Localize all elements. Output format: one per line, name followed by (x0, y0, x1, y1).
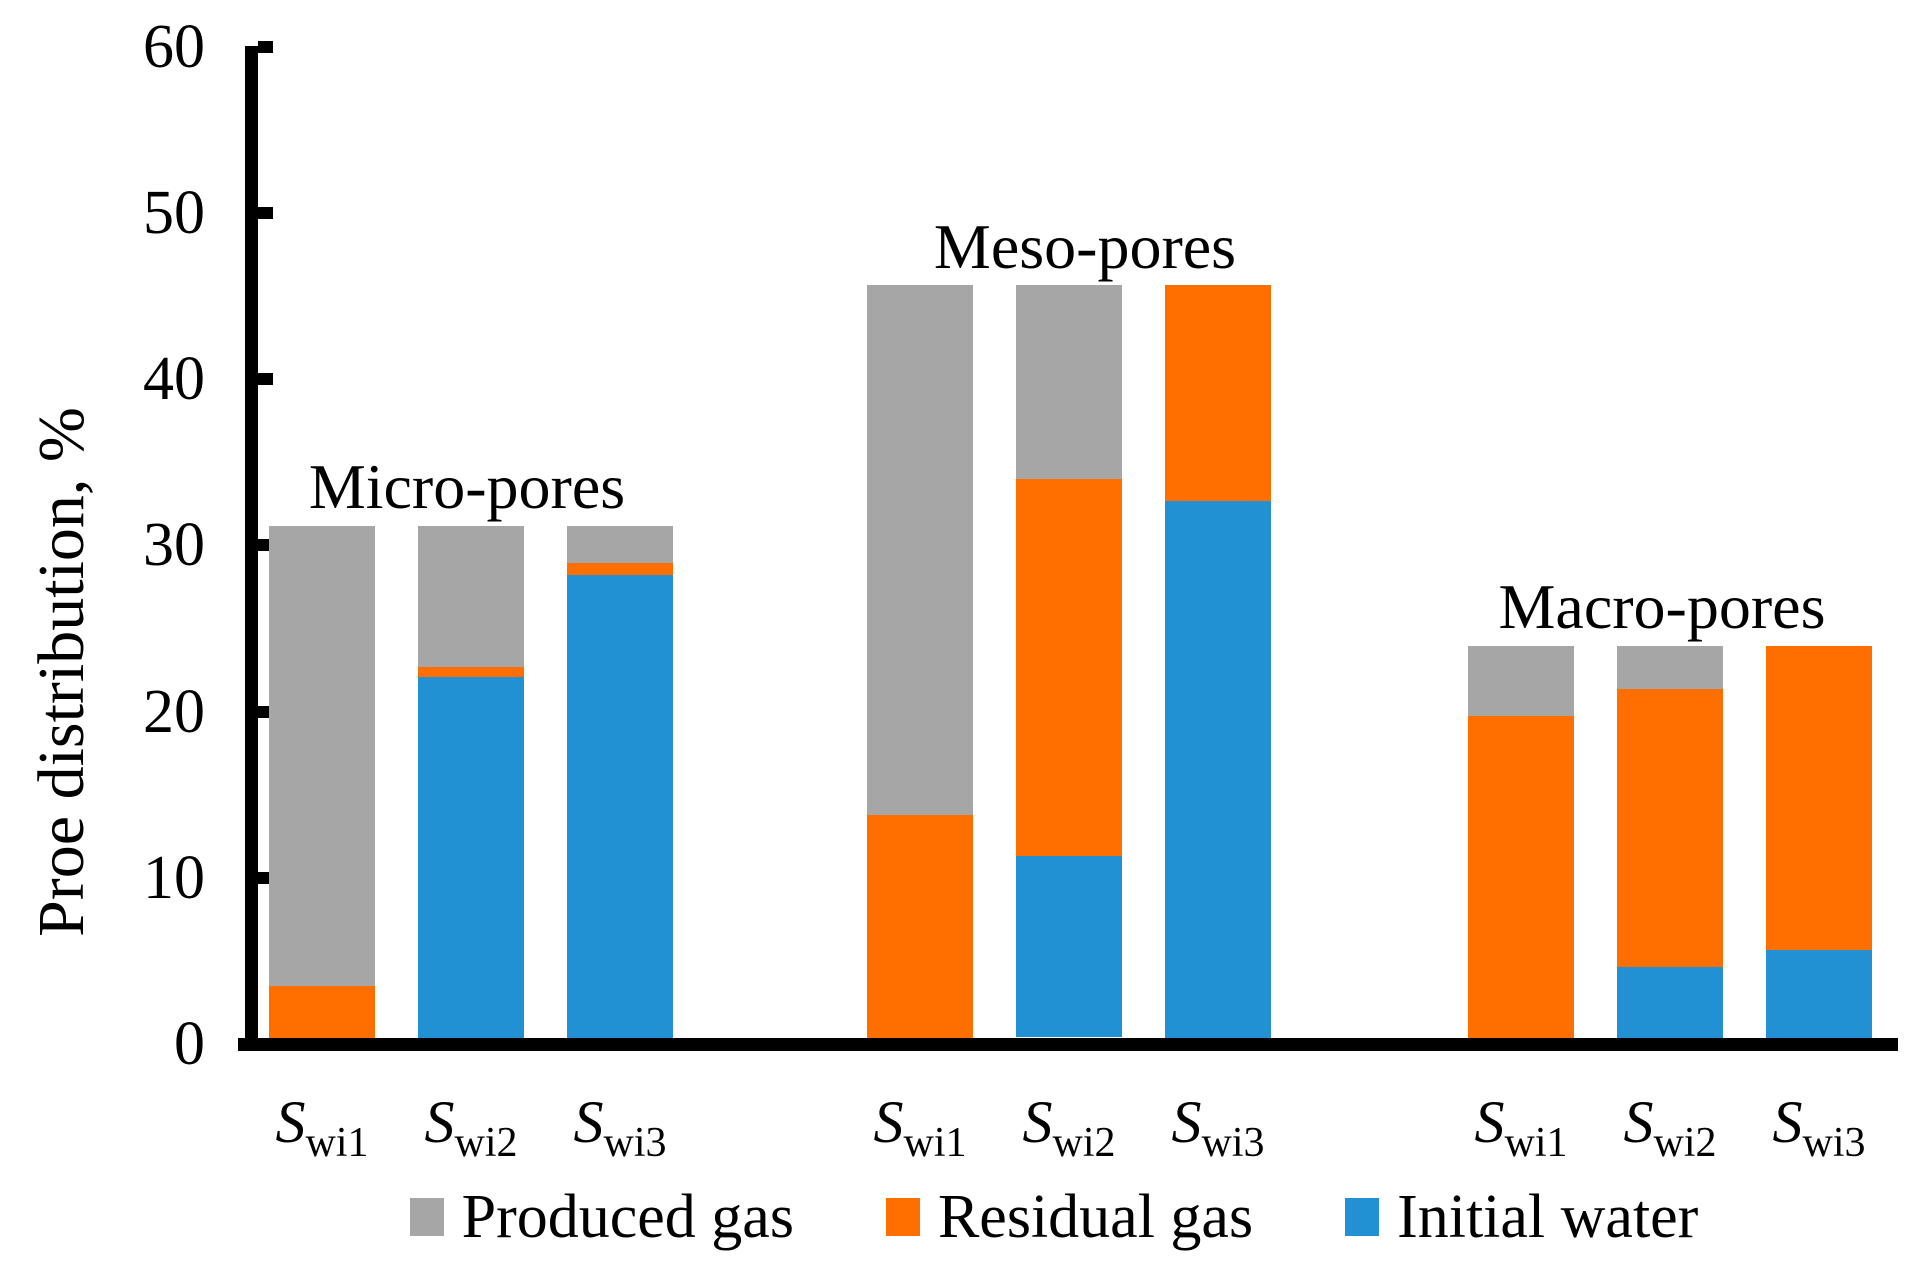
bar-segment-residual-gas (1165, 285, 1271, 501)
y-tick-label: 20 (143, 677, 205, 746)
bar-segment-produced-gas (269, 526, 375, 986)
x-tick-label-subscript: wi2 (1653, 1120, 1717, 1166)
x-tick-label: Swi3 (573, 1088, 667, 1166)
x-tick-label: Swi1 (1474, 1088, 1568, 1166)
bar-segment-residual-gas (269, 986, 375, 1038)
x-tick-label-base: S (424, 1089, 455, 1155)
stacked-bar (1468, 646, 1574, 1038)
bar-segment-residual-gas (1016, 479, 1122, 856)
y-tick-label: 60 (143, 12, 205, 81)
bar-segment-initial-water (1617, 967, 1723, 1038)
bar-segment-residual-gas (418, 667, 524, 677)
stacked-bar (1165, 285, 1271, 1038)
bar-segment-initial-water (1766, 950, 1872, 1038)
legend-label: Initial water (1397, 1183, 1699, 1251)
bar-segment-produced-gas (567, 526, 673, 563)
stacked-bar (1016, 285, 1122, 1038)
group-title-micro-pores: Micro-pores (308, 451, 626, 522)
y-tick-label: 0 (174, 1010, 205, 1078)
x-tick-label-subscript: wi2 (1052, 1120, 1116, 1166)
bar-segment-residual-gas (1617, 689, 1723, 967)
x-tick-label-base: S (1022, 1089, 1053, 1155)
bar-segment-residual-gas (567, 562, 673, 575)
group-title-meso-pores: Meso-pores (933, 211, 1237, 282)
legend-item-initial-water: Initial water (1345, 1184, 1698, 1250)
x-tick-label: Swi2 (1022, 1088, 1116, 1166)
x-tick-label: Swi1 (873, 1088, 967, 1166)
y-axis-line (245, 46, 258, 1050)
residual-gas-swatch-icon (885, 1198, 920, 1236)
x-tick-label: Swi2 (1623, 1088, 1717, 1166)
initial-water-swatch-icon (1345, 1198, 1380, 1236)
x-tick-label-base: S (1171, 1089, 1202, 1155)
stacked-bar (269, 526, 375, 1038)
bar-segment-initial-water (1016, 856, 1122, 1037)
x-tick-label: Swi1 (275, 1088, 369, 1166)
bar-segment-residual-gas (1766, 646, 1872, 950)
x-tick-label-subscript: wi3 (603, 1120, 667, 1166)
x-tick-label-subscript: wi1 (305, 1120, 369, 1166)
x-tick-label-base: S (275, 1089, 306, 1155)
bar-segment-residual-gas (867, 815, 973, 1038)
y-tick-mark (258, 373, 273, 386)
x-tick-label: Swi3 (1772, 1088, 1866, 1166)
x-tick-label-subscript: wi1 (1504, 1120, 1568, 1166)
bar-segment-initial-water (1165, 501, 1271, 1038)
y-tick-label: 30 (143, 511, 205, 580)
x-tick-label-base: S (573, 1089, 604, 1155)
x-axis-line (238, 1038, 1898, 1051)
legend-item-residual-gas: Residual gas (885, 1183, 1254, 1251)
bar-segment-initial-water (567, 574, 673, 1038)
y-tick-mark (258, 207, 273, 219)
x-tick-label: Swi3 (1171, 1088, 1265, 1166)
x-tick-label-subscript: wi2 (454, 1120, 518, 1166)
bar-segment-initial-water (418, 677, 524, 1038)
bar-segment-produced-gas (418, 526, 524, 667)
legend-label: Produced gas (461, 1183, 794, 1251)
x-tick-label-subscript: wi3 (1201, 1120, 1265, 1166)
legend: Produced gas Residual gas Initial water (180, 1178, 1928, 1256)
bar-segment-produced-gas (1016, 285, 1122, 479)
x-tick-label: Swi2 (424, 1088, 518, 1166)
bar-segment-produced-gas (1468, 646, 1574, 716)
x-tick-label-base: S (1474, 1089, 1505, 1155)
stacked-bar (567, 526, 673, 1038)
stacked-bar (418, 526, 524, 1038)
stacked-bar (1766, 646, 1872, 1038)
bar-segment-residual-gas (1468, 716, 1574, 1038)
x-tick-label-base: S (873, 1089, 904, 1155)
x-tick-label-subscript: wi3 (1802, 1120, 1866, 1166)
x-tick-label-subscript: wi1 (903, 1120, 967, 1166)
y-tick-label: 40 (143, 345, 205, 414)
y-tick-label: 50 (143, 179, 205, 247)
legend-item-produced-gas: Produced gas (409, 1183, 794, 1251)
x-tick-label-base: S (1772, 1089, 1803, 1155)
bar-segment-produced-gas (1617, 646, 1723, 689)
legend-label: Residual gas (937, 1183, 1254, 1251)
y-tick-mark (258, 40, 273, 53)
y-tick-label: 10 (143, 843, 205, 912)
bar-segment-produced-gas (867, 285, 973, 815)
produced-gas-swatch-icon (409, 1198, 444, 1236)
x-tick-label-base: S (1623, 1089, 1654, 1155)
stacked-bar (867, 285, 973, 1038)
stacked-bar (1617, 646, 1723, 1038)
group-title-macro-pores: Macro-pores (1498, 571, 1826, 642)
